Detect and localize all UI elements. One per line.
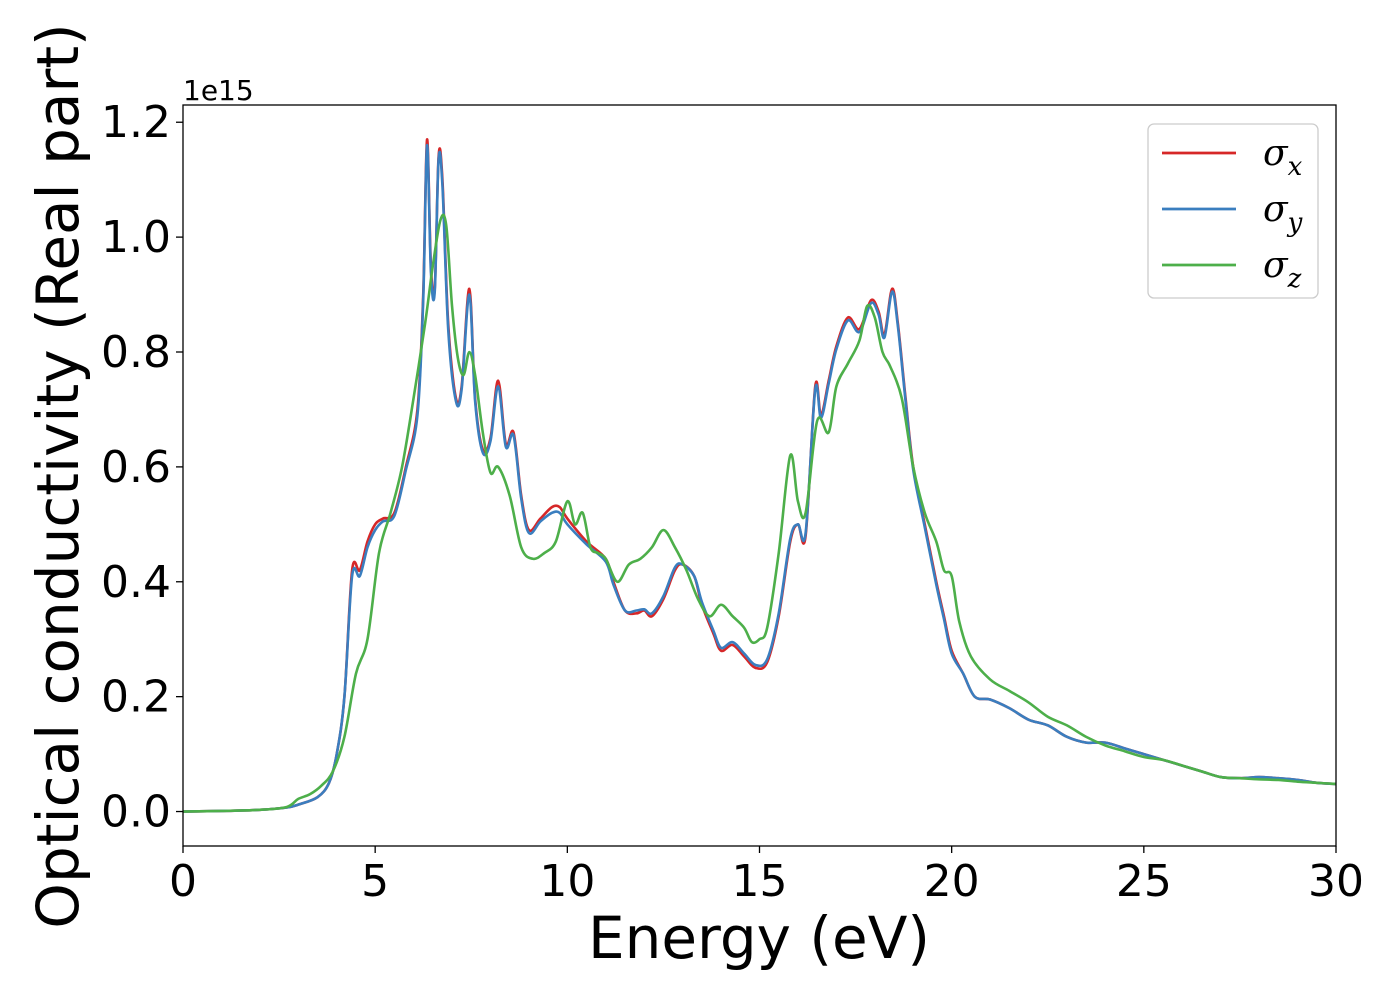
x-tick-label: 10: [539, 856, 595, 907]
y-offset-label: 1e15: [183, 74, 254, 107]
y-tick-label: 0.8: [101, 327, 171, 378]
x-axis-ticks: 0 5 10 15 20 25 30: [169, 846, 1364, 907]
y-tick-label: 0.2: [101, 672, 171, 723]
y-tick-label: 0.6: [101, 442, 171, 493]
x-tick-label: 5: [361, 856, 389, 907]
y-tick-label: 1.0: [101, 212, 171, 263]
y-tick-label: 0.4: [101, 557, 171, 608]
x-tick-label: 20: [924, 856, 980, 907]
y-tick-label: 1.2: [101, 97, 171, 148]
plot-background: [183, 105, 1336, 846]
legend-box: [1147, 123, 1319, 299]
x-tick-label: 30: [1308, 856, 1364, 907]
x-tick-label: 15: [732, 856, 788, 907]
y-tick-label: 0.0: [101, 787, 171, 838]
x-axis-label: Energy (eV): [588, 904, 930, 972]
series-layer: [183, 138, 1336, 813]
series-line-2: [183, 213, 1336, 813]
x-tick-label: 0: [169, 856, 197, 907]
x-tick-label: 25: [1116, 856, 1172, 907]
y-axis-ticks: 0.0 0.2 0.4 0.6 0.8 1.0 1.2: [101, 97, 183, 838]
y-axis-label: Optical conductivity (Real part): [24, 23, 92, 928]
